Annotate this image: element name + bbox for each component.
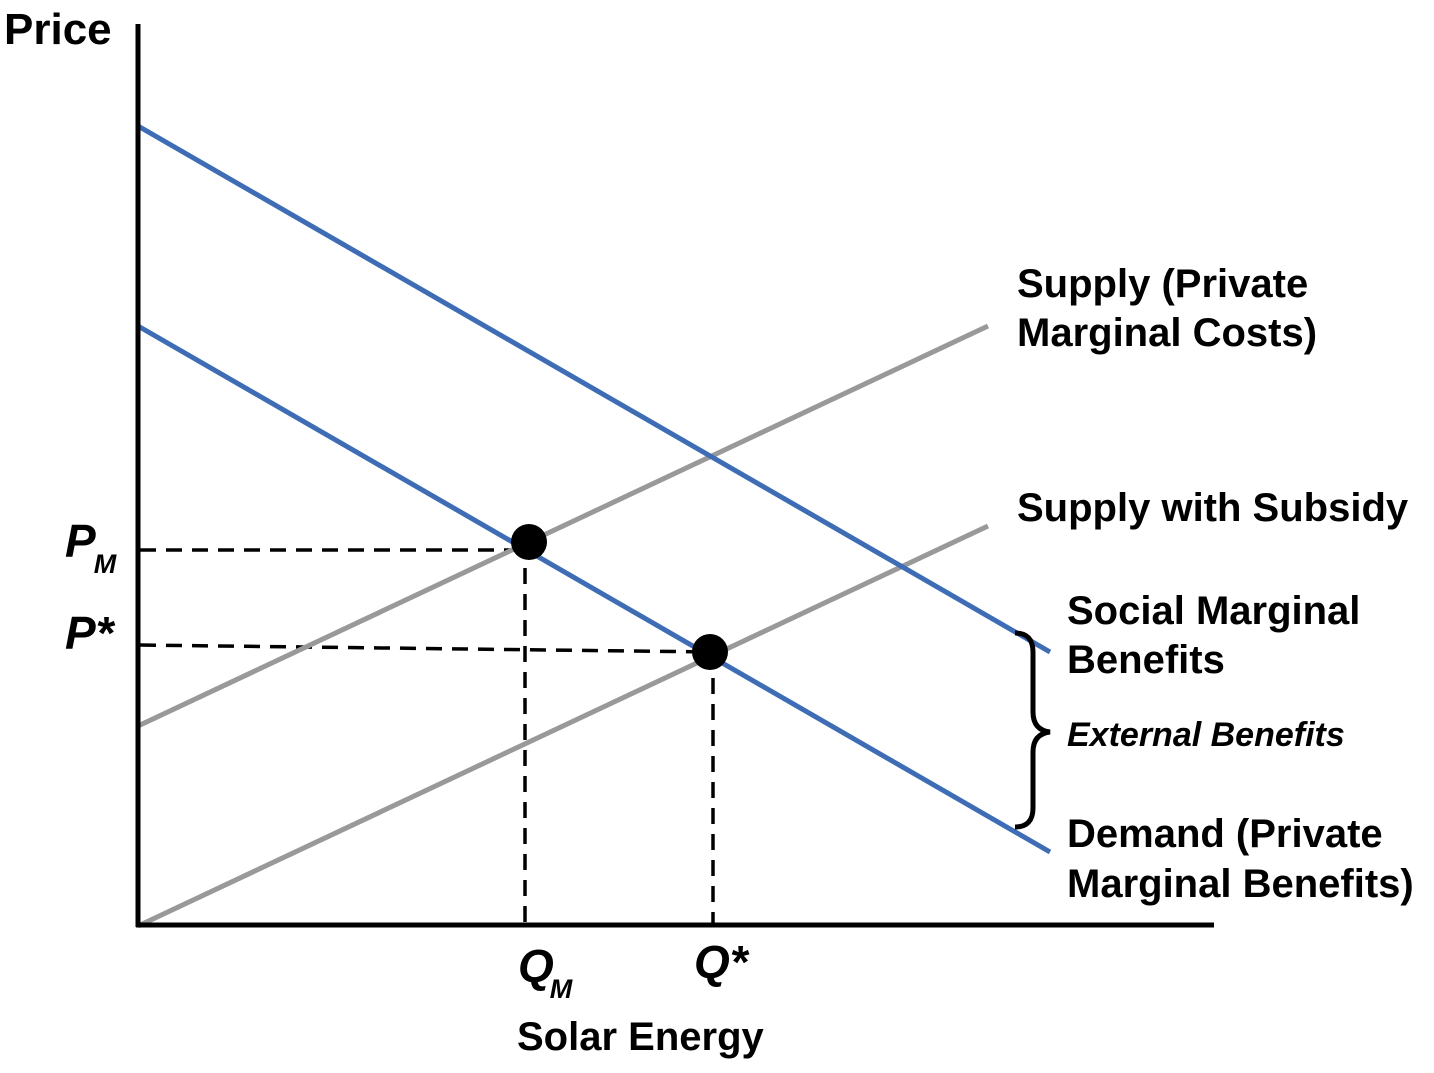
demand-private-label-line1: Demand (Private: [1067, 812, 1383, 856]
x-axis-label: Solar Energy: [517, 1015, 765, 1059]
pm-tick-main: P: [65, 515, 96, 567]
pm-tick-sub: M: [94, 549, 117, 579]
social-optimum-point: [692, 634, 728, 670]
y-axis-label: Price: [4, 5, 112, 54]
supply-subsidy-curve: [136, 523, 990, 929]
qm-tick-sub: M: [550, 974, 573, 1004]
supply-subsidy-label: Supply with Subsidy: [1017, 486, 1409, 530]
qm-tick-main: Q: [518, 940, 554, 992]
supply-private-label-line2: Marginal Costs): [1017, 311, 1317, 355]
pstar-guide-horizontal: [139, 643, 713, 654]
supply-private-curve: [136, 323, 990, 729]
external-benefits-brace: [1014, 630, 1051, 830]
supply-private-label-line1: Supply (Private: [1017, 262, 1308, 306]
qstar-tick-label: Q*: [694, 936, 750, 988]
qm-tick-label: QM: [518, 940, 573, 1004]
social-benefits-label-line2: Benefits: [1067, 638, 1225, 682]
demand-private-curve: [136, 323, 1052, 855]
pm-tick-label: PM: [65, 515, 117, 579]
demand-private-label-line2: Marginal Benefits): [1067, 862, 1414, 906]
external-benefits-label: External Benefits: [1067, 716, 1345, 754]
social-benefits-label-line1: Social Marginal: [1067, 589, 1360, 633]
market-equilibrium-point: [511, 524, 547, 560]
pstar-tick-label: P*: [65, 607, 116, 659]
social-marginal-benefits-curve: [136, 123, 1052, 655]
